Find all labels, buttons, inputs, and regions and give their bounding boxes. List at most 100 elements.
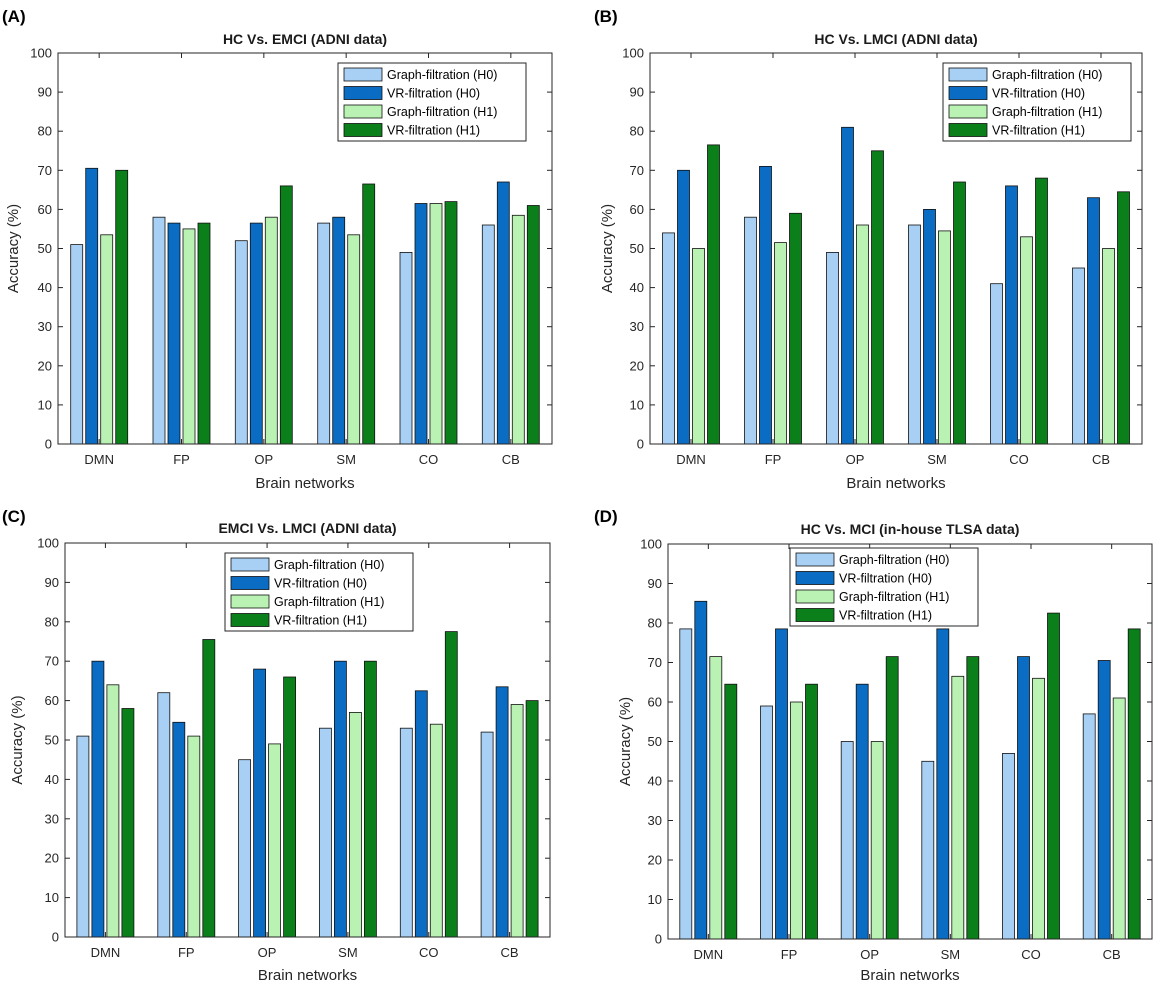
y-tick-label: 50 bbox=[45, 733, 59, 748]
bar-op-series-4 bbox=[283, 676, 297, 938]
bar-cb-series-2 bbox=[1087, 197, 1100, 445]
legend-entry-4: VR-filtration (H1) bbox=[387, 124, 480, 138]
y-tick-label: 30 bbox=[630, 319, 644, 334]
bar-cb-series-3 bbox=[510, 704, 524, 938]
bar-dmn-series-2 bbox=[91, 660, 105, 938]
bar-fp-series-4 bbox=[789, 212, 802, 445]
bar-sm-series-1 bbox=[318, 727, 332, 938]
legend-swatch-1 bbox=[230, 557, 270, 572]
x-tick-label-cb: CB bbox=[501, 945, 519, 960]
x-tick-label-co: CO bbox=[1021, 947, 1041, 962]
legend-swatch-1 bbox=[795, 552, 835, 567]
bar-op-series-3 bbox=[870, 741, 884, 940]
legend-swatch-3 bbox=[795, 589, 835, 604]
y-axis-label: Accuracy (%) bbox=[5, 204, 22, 293]
bar-fp-series-4 bbox=[202, 639, 216, 938]
bar-cb-series-4 bbox=[1127, 628, 1141, 940]
bar-cb-series-3 bbox=[1102, 248, 1115, 445]
bar-op-series-3 bbox=[856, 224, 869, 445]
bar-cb-series-1 bbox=[481, 224, 495, 445]
bar-cb-series-2 bbox=[496, 181, 510, 445]
x-axis-label: Brain networks bbox=[860, 967, 959, 984]
legend-swatch-3 bbox=[343, 104, 383, 119]
legend-entry-2: VR-filtration (H0) bbox=[839, 572, 932, 586]
bar-dmn-series-1 bbox=[662, 232, 675, 445]
bar-co-series-4 bbox=[1047, 612, 1060, 940]
x-tick-label-dmn: DMN bbox=[694, 947, 724, 962]
bar-dmn-series-1 bbox=[76, 735, 90, 938]
panel-label: (A) bbox=[2, 7, 26, 26]
legend-entry-1: Graph-filtration (H0) bbox=[387, 68, 497, 82]
y-tick-label: 50 bbox=[630, 241, 644, 256]
y-tick-label: 60 bbox=[45, 693, 59, 708]
bar-co-series-1 bbox=[1002, 753, 1015, 940]
bar-fp-series-2 bbox=[172, 721, 186, 938]
bar-sm-series-2 bbox=[332, 216, 346, 445]
bar-co-series-3 bbox=[429, 723, 443, 938]
y-axis-label: Accuracy (%) bbox=[599, 204, 616, 293]
y-tick-label: 80 bbox=[630, 124, 644, 139]
y-axis-label: Accuracy (%) bbox=[617, 697, 634, 786]
bar-co-series-2 bbox=[1017, 656, 1030, 940]
bar-cb-series-1 bbox=[1072, 267, 1085, 445]
bar-fp-series-2 bbox=[759, 165, 772, 445]
y-tick-label: 20 bbox=[45, 851, 59, 866]
bar-cb-series-3 bbox=[511, 214, 525, 445]
bar-sm-series-2 bbox=[923, 208, 936, 445]
bar-sm-series-1 bbox=[908, 224, 921, 445]
y-tick-label: 40 bbox=[45, 772, 59, 787]
legend-entry-3: Graph-filtration (H1) bbox=[992, 105, 1102, 119]
bar-fp-series-3 bbox=[790, 701, 803, 940]
y-tick-label: 90 bbox=[38, 85, 52, 100]
x-tick-label-dmn: DMN bbox=[676, 452, 706, 467]
legend-swatch-3 bbox=[230, 594, 270, 609]
bar-dmn-series-4 bbox=[121, 708, 135, 938]
bar-op-series-1 bbox=[238, 759, 252, 938]
bar-co-series-2 bbox=[414, 690, 428, 938]
y-tick-label: 90 bbox=[648, 576, 662, 591]
panel-label: (C) bbox=[2, 507, 26, 526]
bar-op-series-2 bbox=[253, 668, 267, 938]
bar-cb-series-4 bbox=[1117, 191, 1130, 445]
bar-dmn-series-3 bbox=[709, 656, 723, 940]
y-tick-label: 20 bbox=[648, 853, 662, 868]
legend-swatch-3 bbox=[948, 104, 988, 119]
bar-op-series-3 bbox=[268, 743, 282, 938]
y-tick-label: 20 bbox=[630, 358, 644, 373]
bar-sm-series-4 bbox=[362, 183, 376, 445]
bar-sm-series-1 bbox=[921, 760, 935, 940]
bar-op-series-2 bbox=[841, 126, 854, 445]
bar-sm-series-4 bbox=[953, 181, 966, 445]
y-tick-label: 30 bbox=[38, 319, 52, 334]
bar-fp-series-1 bbox=[760, 705, 773, 940]
y-tick-label: 100 bbox=[640, 537, 662, 552]
bar-sm-series-4 bbox=[363, 660, 377, 938]
y-tick-label: 60 bbox=[38, 202, 52, 217]
bar-dmn-series-1 bbox=[679, 628, 693, 940]
y-tick-label: 30 bbox=[648, 813, 662, 828]
legend-swatch-2 bbox=[343, 86, 383, 100]
legend-entry-3: Graph-filtration (H1) bbox=[387, 105, 497, 119]
y-axis-label: Accuracy (%) bbox=[9, 695, 26, 784]
x-tick-label-sm: SM bbox=[941, 947, 961, 962]
y-tick-label: 70 bbox=[38, 163, 52, 178]
bar-sm-series-3 bbox=[347, 234, 361, 445]
bar-fp-series-3 bbox=[182, 228, 196, 445]
x-tick-label-dmn: DMN bbox=[84, 452, 114, 467]
legend-entry-2: VR-filtration (H0) bbox=[274, 577, 367, 591]
legend: Graph-filtration (H0) VR-filtration (H0) G… bbox=[224, 552, 414, 632]
chart-title: EMCI Vs. LMCI (ADNI data) bbox=[218, 520, 396, 536]
x-tick-label-co: CO bbox=[419, 452, 439, 467]
y-tick-label: 100 bbox=[37, 536, 59, 551]
chart-title: HC Vs. LMCI (ADNI data) bbox=[814, 31, 977, 47]
bar-co-series-3 bbox=[429, 203, 443, 445]
bar-dmn-series-2 bbox=[677, 169, 690, 445]
bar-op-series-2 bbox=[855, 683, 869, 940]
bar-sm-series-4 bbox=[966, 656, 980, 940]
legend-entry-1: Graph-filtration (H0) bbox=[992, 68, 1102, 82]
y-tick-label: 70 bbox=[45, 654, 59, 669]
y-tick-label: 60 bbox=[648, 695, 662, 710]
y-tick-label: 60 bbox=[630, 202, 644, 217]
bar-dmn-series-2 bbox=[85, 167, 99, 445]
bar-dmn-series-4 bbox=[724, 683, 738, 940]
